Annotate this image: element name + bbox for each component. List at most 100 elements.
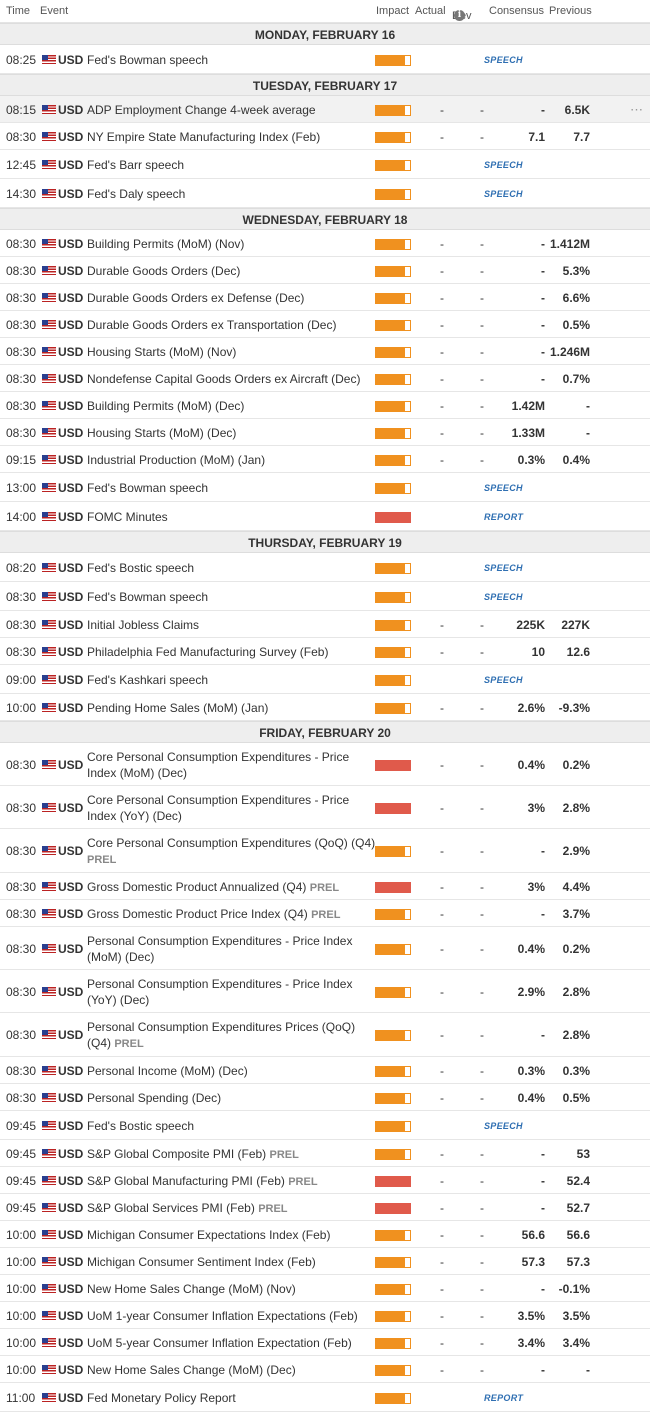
event-name[interactable]: Fed's Bowman speech (87, 480, 377, 496)
event-row[interactable]: 12:45 USD Fed's Barr speech SPEECH (0, 150, 650, 179)
event-type-tag: REPORT (484, 1393, 524, 1403)
event-row[interactable]: 08:30 USD Initial Jobless Claims - - 225K 227K (0, 611, 650, 638)
event-row[interactable]: 08:30 USD Fed's Bowman speech SPEECH (0, 582, 650, 611)
event-row[interactable]: 09:45 USD S&P Global Services PMI (Feb) PR… (0, 1194, 650, 1221)
event-name[interactable]: FOMC Minutes (87, 509, 377, 525)
event-row[interactable]: 08:30 USD Philadelphia Fed Manufacturing S… (0, 638, 650, 665)
event-row[interactable]: 08:30 USD Core Personal Consumption Expend… (0, 829, 650, 873)
event-name[interactable]: Fed's Daly speech (87, 186, 377, 202)
event-name[interactable]: Fed's Kashkari speech (87, 672, 377, 688)
event-row[interactable]: 10:00 USD New Home Sales Change (MoM) (Dec… (0, 1356, 650, 1383)
event-name[interactable]: Philadelphia Fed Manufacturing Survey (F… (87, 644, 377, 660)
event-name[interactable]: Personal Income (MoM) (Dec) (87, 1063, 377, 1079)
event-name[interactable]: Durable Goods Orders ex Defense (Dec) (87, 290, 377, 306)
event-row[interactable]: 09:00 USD Fed's Kashkari speech SPEECH (0, 665, 650, 694)
event-name[interactable]: Industrial Production (MoM) (Jan) (87, 452, 377, 468)
event-title: Durable Goods Orders ex Transportation (… (87, 318, 337, 332)
event-name[interactable]: Core Personal Consumption Expenditures -… (87, 792, 377, 824)
event-row[interactable]: 08:20 USD Fed's Bostic speech SPEECH (0, 553, 650, 582)
event-row[interactable]: 14:00 USD FOMC Minutes REPORT (0, 502, 650, 531)
event-name[interactable]: Michigan Consumer Expectations Index (Fe… (87, 1227, 377, 1243)
event-name[interactable]: UoM 5-year Consumer Inflation Expectatio… (87, 1335, 377, 1351)
event-row[interactable]: 08:30 USD Housing Starts (MoM) (Nov) - - -1.2… (0, 338, 650, 365)
event-row[interactable]: 08:30 USD Durable Goods Orders (Dec) - - - 5.3… (0, 257, 650, 284)
event-row[interactable]: 08:30 USD Personal Income (MoM) (Dec) - - 0.3… (0, 1057, 650, 1084)
event-name[interactable]: New Home Sales Change (MoM) (Nov) (87, 1281, 377, 1297)
event-row[interactable]: 08:30 USD NY Empire State Manufacturing In… (0, 123, 650, 150)
event-row[interactable]: 10:00 USD UoM 1-year Consumer Inflation Ex… (0, 1302, 650, 1329)
event-row[interactable]: 08:30 USD Core Personal Consumption Expend… (0, 786, 650, 829)
event-row[interactable]: 09:45 USD S&P Global Composite PMI (Feb) P… (0, 1140, 650, 1167)
event-row[interactable]: 10:00 USD Michigan Consumer Expectations I… (0, 1221, 650, 1248)
event-name[interactable]: Building Permits (MoM) (Nov) (87, 236, 377, 252)
actual-value: - (440, 985, 444, 999)
event-name[interactable]: S&P Global Manufacturing PMI (Feb) PREL (87, 1173, 377, 1190)
event-row[interactable]: 08:30 USD Personal Consumption Expenditure… (0, 1013, 650, 1057)
event-row[interactable]: 08:30 USD Personal Consumption Expenditure… (0, 970, 650, 1013)
event-name[interactable]: Fed's Bostic speech (87, 560, 377, 576)
event-row[interactable]: 08:30 USD Durable Goods Orders ex Transpor… (0, 311, 650, 338)
event-name[interactable]: UoM 1-year Consumer Inflation Expectatio… (87, 1308, 377, 1324)
event-row[interactable]: 08:15 USD ADP Employment Change 4-week ave… (0, 96, 650, 123)
event-name[interactable]: Initial Jobless Claims (87, 617, 377, 633)
event-row[interactable]: 09:45 USD S&P Global Manufacturing PMI (Fe… (0, 1167, 650, 1194)
us-flag-icon (42, 1393, 56, 1402)
event-name[interactable]: Building Permits (MoM) (Dec) (87, 398, 377, 414)
event-row[interactable]: 10:00 USD Michigan Consumer Sentiment Inde… (0, 1248, 650, 1275)
event-name[interactable]: NY Empire State Manufacturing Index (Feb… (87, 129, 377, 145)
event-name[interactable]: Gross Domestic Product Price Index (Q4) … (87, 906, 377, 923)
event-name[interactable]: Personal Consumption Expenditures - Pric… (87, 976, 377, 1008)
event-name[interactable]: Personal Consumption Expenditures - Pric… (87, 933, 377, 965)
us-flag-icon (42, 592, 56, 601)
event-row[interactable]: 09:45 USD Fed's Bostic speech SPEECH (0, 1111, 650, 1140)
event-row[interactable]: 08:30 USD Core Personal Consumption Expend… (0, 743, 650, 786)
event-name[interactable]: Fed Monetary Policy Report (87, 1390, 377, 1406)
previous-value: 1.246M (549, 345, 590, 359)
event-name[interactable]: S&P Global Composite PMI (Feb) PREL (87, 1146, 377, 1163)
event-row[interactable]: 10:00 USD New Home Sales Change (MoM) (Nov… (0, 1275, 650, 1302)
event-name[interactable]: Fed's Bostic speech (87, 1118, 377, 1134)
event-name[interactable]: New Home Sales Change (MoM) (Dec) (87, 1362, 377, 1378)
event-name[interactable]: Nondefense Capital Goods Orders ex Aircr… (87, 371, 377, 387)
event-name[interactable]: Personal Consumption Expenditures Prices… (87, 1019, 377, 1052)
event-row[interactable]: 10:00 USD UoM 5-year Consumer Inflation Ex… (0, 1329, 650, 1356)
event-name[interactable]: Housing Starts (MoM) (Dec) (87, 425, 377, 441)
event-name[interactable]: Fed's Barr speech (87, 157, 377, 173)
impact-bar (375, 160, 411, 171)
event-row[interactable]: 08:30 USD Building Permits (MoM) (Dec) - - 1.… (0, 392, 650, 419)
event-row[interactable]: 10:00 USD Pending Home Sales (MoM) (Jan) - -… (0, 694, 650, 721)
event-row[interactable]: 09:15 USD Industrial Production (MoM) (Jan… (0, 446, 650, 473)
event-name[interactable]: Durable Goods Orders ex Transportation (… (87, 317, 377, 333)
event-name[interactable]: Pending Home Sales (MoM) (Jan) (87, 700, 377, 716)
more-options-icon[interactable]: ⋯ (630, 102, 643, 117)
consensus-value: - (541, 237, 545, 251)
event-name[interactable]: Core Personal Consumption Expenditures (… (87, 835, 377, 868)
event-name[interactable]: S&P Global Services PMI (Feb) PREL (87, 1200, 377, 1217)
event-name[interactable]: Core Personal Consumption Expenditures -… (87, 749, 377, 781)
previous-value: 53 (576, 1147, 590, 1161)
info-icon[interactable]: i (454, 10, 465, 21)
us-flag-icon (42, 647, 56, 656)
event-row[interactable]: 08:30 USD Personal Consumption Expenditure… (0, 927, 650, 970)
event-name[interactable]: Gross Domestic Product Annualized (Q4) P… (87, 879, 377, 896)
event-row[interactable]: 08:30 USD Gross Domestic Product Annualize… (0, 873, 650, 900)
event-row[interactable]: 08:30 USD Building Permits (MoM) (Nov) - - -1… (0, 230, 650, 257)
event-name[interactable]: ADP Employment Change 4-week average (87, 102, 377, 118)
event-row[interactable]: 14:30 USD Fed's Daly speech SPEECH (0, 179, 650, 208)
dev-value: - (480, 1091, 484, 1105)
event-row[interactable]: 08:30 USD Housing Starts (MoM) (Dec) - - 1.33… (0, 419, 650, 446)
event-row[interactable]: 08:30 USD Gross Domestic Product Price Ind… (0, 900, 650, 927)
event-name[interactable]: Housing Starts (MoM) (Nov) (87, 344, 377, 360)
event-row[interactable]: 11:00 USD Fed Monetary Policy Report REPORT (0, 1383, 650, 1412)
event-row[interactable]: 08:30 USD Nondefense Capital Goods Orders … (0, 365, 650, 392)
event-row[interactable]: 08:30 USD Personal Spending (Dec) - - 0.4% 0.5… (0, 1084, 650, 1111)
event-row[interactable]: 08:30 USD Durable Goods Orders ex Defense … (0, 284, 650, 311)
event-name[interactable]: Fed's Bowman speech (87, 589, 377, 605)
event-name[interactable]: Personal Spending (Dec) (87, 1090, 377, 1106)
event-name[interactable]: Durable Goods Orders (Dec) (87, 263, 377, 279)
event-row[interactable]: 13:00 USD Fed's Bowman speech SPEECH (0, 473, 650, 502)
event-name[interactable]: Fed's Bowman speech (87, 52, 377, 68)
impact-bar (375, 592, 411, 603)
event-row[interactable]: 08:25 USD Fed's Bowman speech SPEECH (0, 45, 650, 74)
event-name[interactable]: Michigan Consumer Sentiment Index (Feb) (87, 1254, 377, 1270)
